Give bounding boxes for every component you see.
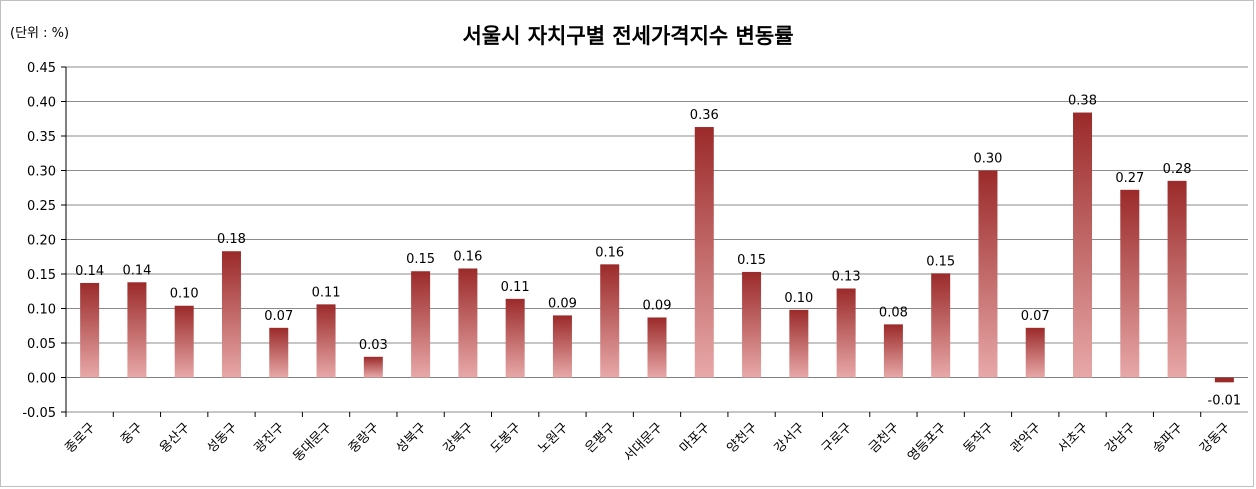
- data-label: 0.38: [1068, 94, 1097, 109]
- category-label: 성북구: [393, 420, 429, 456]
- y-tick-label: 0.45: [27, 61, 56, 76]
- bar: [1214, 377, 1234, 383]
- data-label: 0.10: [170, 287, 199, 302]
- bar: [552, 315, 572, 378]
- bar: [1025, 327, 1045, 378]
- category-label: 종로구: [62, 420, 98, 456]
- y-tick-label: 0.40: [27, 96, 56, 111]
- y-tick-label: 0.35: [27, 130, 56, 145]
- category-label: 용산구: [157, 420, 193, 456]
- bar: [742, 271, 762, 378]
- category-label: 노원구: [535, 420, 571, 456]
- bar: [221, 251, 241, 378]
- bar: [411, 271, 431, 378]
- data-label: 0.15: [737, 253, 766, 268]
- bar: [458, 268, 478, 378]
- data-label: 0.16: [595, 245, 624, 260]
- bar: [269, 327, 289, 378]
- data-label: 0.11: [312, 285, 341, 300]
- bar: [647, 317, 667, 378]
- bar: [363, 356, 383, 378]
- bar: [1167, 180, 1187, 378]
- data-label: 0.16: [453, 249, 482, 264]
- category-label: 관악구: [1008, 420, 1044, 456]
- bar: [174, 305, 194, 378]
- data-label: 0.10: [784, 291, 813, 306]
- bar: [836, 288, 856, 378]
- data-labels: 0.14 0.14 0.10 0.18 0.07 0.11 0.03 0.15 0.16 0.11…: [75, 94, 1241, 409]
- data-label: 0.07: [1021, 309, 1050, 324]
- bars: [80, 112, 1234, 383]
- category-label: 성동구: [204, 420, 240, 456]
- category-label: 동작구: [961, 420, 997, 456]
- bar: [600, 264, 620, 378]
- category-labels: 종로구 중구 용산구 성동구 광진구 동대문구 중랑구 성북구 강북구 도봉구 노원구 은평구 서대문구…: [62, 420, 1233, 464]
- category-label: 영등포구: [905, 420, 949, 464]
- bar: [789, 309, 809, 378]
- y-tick-label: 0.15: [27, 268, 56, 283]
- category-label: 강남구: [1103, 420, 1139, 456]
- category-label: 도봉구: [488, 420, 524, 456]
- data-label: 0.28: [1163, 162, 1192, 177]
- category-label: 서초구: [1055, 420, 1091, 456]
- bar: [1120, 189, 1140, 378]
- category-label: 동대문구: [290, 420, 334, 464]
- category-label: 송파구: [1150, 420, 1186, 456]
- data-label: 0.15: [406, 252, 435, 267]
- data-label: 0.27: [1115, 171, 1144, 186]
- data-label: 0.18: [217, 232, 246, 247]
- category-label: 마포구: [677, 420, 713, 456]
- y-tick-label: 0.20: [27, 234, 56, 249]
- chart-title: 서울시 자치구별 전세가격지수 변동률: [462, 24, 794, 48]
- data-label: 0.08: [879, 305, 908, 320]
- bar: [883, 324, 903, 378]
- y-tick-label: 0.25: [27, 199, 56, 214]
- category-label: 서대문구: [621, 420, 665, 464]
- category-label: 금천구: [866, 420, 902, 456]
- data-label: 0.30: [973, 152, 1002, 167]
- data-label: 0.03: [359, 338, 388, 353]
- bar: [316, 304, 336, 378]
- category-label: 강북구: [441, 420, 477, 456]
- data-label: 0.09: [643, 298, 672, 313]
- y-tick-label: -0.05: [22, 406, 56, 421]
- category-label: 강서구: [772, 420, 808, 456]
- category-label: 중랑구: [346, 420, 382, 456]
- data-label: 0.36: [690, 108, 719, 123]
- bar: [694, 127, 714, 378]
- data-label: 0.14: [122, 263, 151, 278]
- data-label: 0.11: [501, 280, 530, 295]
- category-label: 은평구: [583, 420, 619, 456]
- axes: 0.45 0.40 0.35 0.30 0.25 0.20 0.15 0.10 0.05 0.00…: [22, 61, 1248, 421]
- category-label: 중구: [118, 420, 146, 448]
- y-tick-label: 0.05: [27, 337, 56, 352]
- category-label: 강동구: [1197, 420, 1233, 456]
- bar: [1073, 112, 1093, 378]
- data-label: 0.14: [75, 264, 104, 279]
- data-label: 0.09: [548, 296, 577, 311]
- y-tick-label: 0.30: [27, 165, 56, 180]
- data-label: 0.07: [264, 309, 293, 324]
- category-label: 광진구: [252, 420, 288, 456]
- bar: [931, 273, 951, 378]
- y-tick-label: 0.00: [27, 372, 56, 387]
- bar: [80, 282, 100, 378]
- category-label: 구로구: [819, 420, 855, 456]
- category-label: 양천구: [724, 420, 760, 456]
- unit-label: (단위 : %): [10, 26, 70, 41]
- bar: [978, 170, 998, 378]
- bar: [505, 298, 525, 378]
- bar: [127, 282, 147, 378]
- data-label: 0.15: [926, 254, 955, 269]
- y-tick-label: 0.10: [27, 303, 56, 318]
- data-label: -0.01: [1208, 393, 1242, 408]
- data-label: 0.13: [832, 269, 861, 284]
